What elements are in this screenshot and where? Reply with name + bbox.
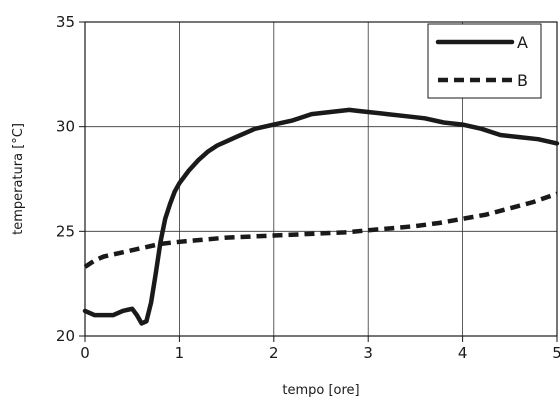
- legend: A B: [427, 23, 542, 99]
- y-axis-label: temperatura [°C]: [11, 123, 26, 235]
- y-tick-label: 35: [56, 13, 75, 31]
- x-tick-label: 1: [175, 344, 185, 362]
- x-axis-label: tempo [ore]: [282, 383, 359, 398]
- x-tick-label: 3: [363, 344, 373, 362]
- tick-labels: 0 1 2 3 4 5 20 25 30 35: [56, 13, 560, 362]
- series-line-b: [83, 191, 558, 269]
- legend-label-a: A: [517, 33, 528, 52]
- legend-label-b: B: [517, 71, 528, 90]
- x-tick-label: 5: [552, 344, 560, 362]
- x-tick-label: 4: [458, 344, 468, 362]
- plot-frame: [84, 21, 558, 337]
- y-tick-label: 20: [56, 327, 75, 345]
- legend-box: [427, 23, 542, 99]
- series-line-a: [82, 107, 560, 326]
- x-tick-label: 2: [269, 344, 279, 362]
- y-tick-label: 30: [56, 118, 75, 136]
- y-tick-label: 25: [56, 222, 75, 240]
- series-layer: [82, 107, 560, 326]
- x-tick-label: 0: [80, 344, 90, 362]
